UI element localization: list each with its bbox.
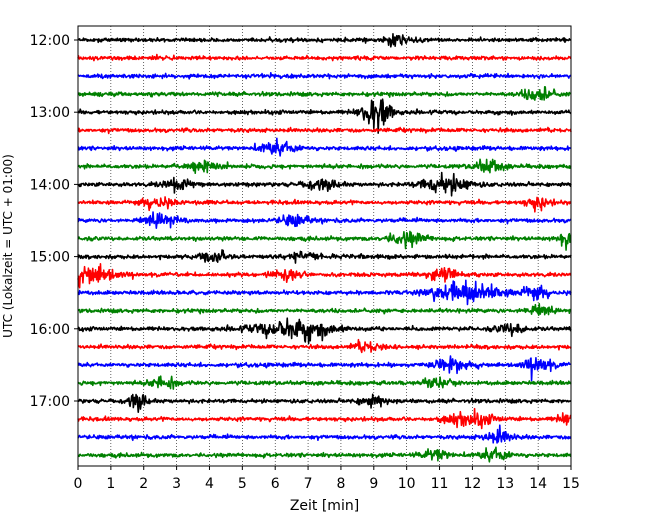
trace-1615 [77,338,572,354]
trace-1300 [77,98,572,134]
trace-1630 [77,355,572,382]
x-tick-label: 2 [139,476,148,492]
trace-1400 [77,171,572,197]
x-tick-label: 0 [74,476,83,492]
x-tick-label: 8 [336,476,345,492]
y-axis-ticks: 12:00 13:00 14:00 15:00 16:00 17:00 [30,33,78,410]
trace-1345 [77,158,572,175]
vertical-grid [110,26,539,466]
x-tick-label: 3 [172,476,181,492]
trace-1245 [77,86,572,101]
plot-frame [77,25,572,467]
x-axis-ticks: 0 1 2 3 4 5 6 7 8 9 10 11 12 13 14 15 [74,466,580,492]
x-tick-label: 14 [529,476,547,492]
x-tick-label: 4 [205,476,214,492]
trace-1200 [77,33,572,48]
y-tick-label: 17:00 [30,394,70,410]
x-tick-label: 15 [562,476,580,492]
x-tick-label: 11 [431,476,449,492]
x-tick-label: 12 [463,476,481,492]
x-tick-label: 9 [369,476,378,492]
y-tick-label: 12:00 [30,33,70,49]
trace-1730 [77,424,572,444]
trace-1500 [77,249,572,264]
trace-1715 [77,407,572,430]
trace-1600 [77,317,572,345]
x-tick-label: 5 [238,476,247,492]
trace-1215 [77,53,572,62]
trace-1415 [77,196,572,213]
trace-1330 [77,137,572,157]
x-tick-label: 7 [304,476,313,492]
x-tick-label: 1 [106,476,115,492]
y-tick-label: 14:00 [30,177,70,193]
trace-1230 [77,71,572,80]
trace-lines [77,33,572,463]
x-axis-label: Zeit [min] [290,498,359,514]
trace-1445 [77,230,572,251]
trace-1315 [77,126,572,135]
trace-1515 [77,262,572,289]
trace-1430 [77,211,572,229]
y-tick-label: 13:00 [30,105,70,121]
x-tick-label: 13 [496,476,514,492]
trace-1700 [77,393,572,414]
trace-1645 [77,375,572,390]
trace-1545 [77,302,572,317]
y-axis-label: UTC (Lokalzeit = UTC + 01:00) [1,154,15,338]
x-tick-label: 10 [398,476,416,492]
y-tick-label: 16:00 [30,322,70,338]
y-tick-label: 15:00 [30,250,70,266]
trace-1530 [77,279,572,306]
trace-1745 [77,446,572,463]
x-tick-label: 6 [271,476,280,492]
